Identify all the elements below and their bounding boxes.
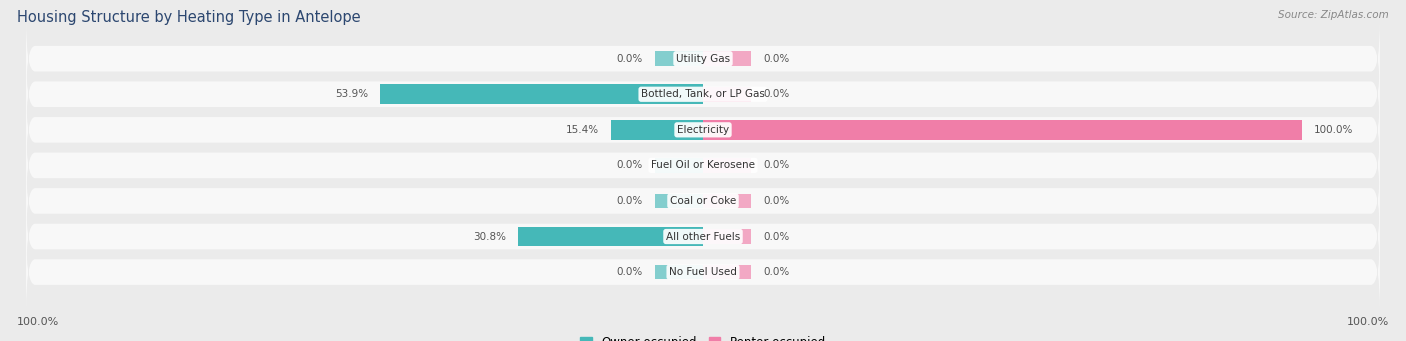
FancyBboxPatch shape bbox=[27, 232, 1379, 313]
Text: All other Fuels: All other Fuels bbox=[666, 232, 740, 241]
Text: Coal or Coke: Coal or Coke bbox=[669, 196, 737, 206]
Text: 30.8%: 30.8% bbox=[474, 232, 506, 241]
Bar bbox=[380, 85, 703, 104]
Text: 100.0%: 100.0% bbox=[17, 317, 59, 327]
Bar bbox=[610, 120, 703, 139]
Bar bbox=[655, 158, 703, 173]
Text: 0.0%: 0.0% bbox=[763, 54, 789, 64]
Bar bbox=[703, 265, 751, 279]
Text: Housing Structure by Heating Type in Antelope: Housing Structure by Heating Type in Ant… bbox=[17, 10, 360, 25]
Bar bbox=[703, 158, 751, 173]
Text: 0.0%: 0.0% bbox=[763, 196, 789, 206]
Text: Electricity: Electricity bbox=[676, 125, 730, 135]
Text: 0.0%: 0.0% bbox=[763, 89, 789, 99]
Text: Source: ZipAtlas.com: Source: ZipAtlas.com bbox=[1278, 10, 1389, 20]
Text: 0.0%: 0.0% bbox=[763, 232, 789, 241]
Legend: Owner-occupied, Renter-occupied: Owner-occupied, Renter-occupied bbox=[575, 331, 831, 341]
FancyBboxPatch shape bbox=[27, 89, 1379, 170]
Text: 0.0%: 0.0% bbox=[763, 160, 789, 170]
Bar bbox=[703, 229, 751, 244]
Text: 0.0%: 0.0% bbox=[617, 160, 643, 170]
Bar bbox=[703, 51, 751, 66]
FancyBboxPatch shape bbox=[27, 54, 1379, 135]
Text: 0.0%: 0.0% bbox=[617, 54, 643, 64]
FancyBboxPatch shape bbox=[27, 160, 1379, 241]
Text: 15.4%: 15.4% bbox=[565, 125, 599, 135]
Text: No Fuel Used: No Fuel Used bbox=[669, 267, 737, 277]
FancyBboxPatch shape bbox=[27, 18, 1379, 99]
Text: 0.0%: 0.0% bbox=[617, 267, 643, 277]
Text: Fuel Oil or Kerosene: Fuel Oil or Kerosene bbox=[651, 160, 755, 170]
Bar bbox=[703, 87, 751, 102]
Bar bbox=[703, 194, 751, 208]
Text: Utility Gas: Utility Gas bbox=[676, 54, 730, 64]
Bar bbox=[655, 265, 703, 279]
Bar bbox=[655, 194, 703, 208]
Text: 53.9%: 53.9% bbox=[335, 89, 368, 99]
Text: 100.0%: 100.0% bbox=[1347, 317, 1389, 327]
Text: 0.0%: 0.0% bbox=[617, 196, 643, 206]
Text: 100.0%: 100.0% bbox=[1315, 125, 1354, 135]
FancyBboxPatch shape bbox=[27, 196, 1379, 277]
Bar bbox=[655, 51, 703, 66]
Bar bbox=[519, 227, 703, 246]
FancyBboxPatch shape bbox=[27, 125, 1379, 206]
Bar bbox=[703, 120, 1302, 139]
Text: 0.0%: 0.0% bbox=[763, 267, 789, 277]
Text: Bottled, Tank, or LP Gas: Bottled, Tank, or LP Gas bbox=[641, 89, 765, 99]
